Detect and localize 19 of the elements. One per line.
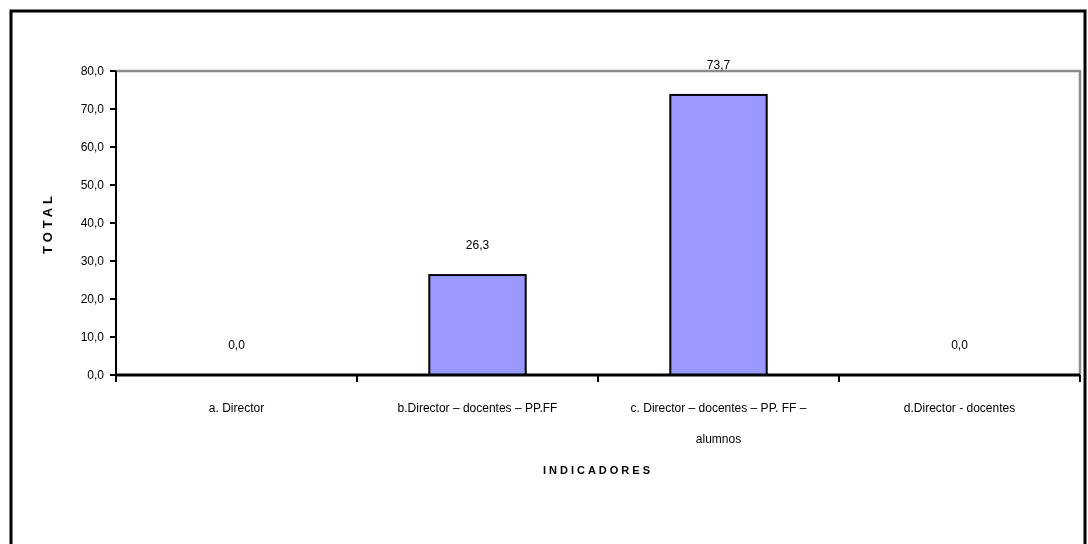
x-tick-label: b.Director – docentes – PP.FF: [397, 401, 558, 415]
y-tick-label: 50,0: [80, 178, 105, 193]
y-tick-label: 40,0: [80, 216, 105, 231]
y-tick-label: 0,0: [87, 368, 105, 383]
data-label: 73,7: [706, 58, 731, 73]
y-tick-label: 10,0: [80, 330, 105, 345]
x-tick-label: d.Director - docentes: [903, 401, 1016, 415]
y-tick-label: 30,0: [80, 254, 105, 269]
data-label: 0,0: [228, 338, 246, 353]
y-tick-label: 20,0: [80, 292, 105, 307]
y-tick-label: 80,0: [80, 64, 105, 79]
category-label: c. Director – docentes – PP. FF – alumnos: [630, 401, 807, 446]
y-axis-title: TOTAL: [40, 191, 55, 255]
data-label: 0,0: [951, 338, 969, 353]
data-label: 26,3: [465, 238, 490, 253]
y-tick-label: 60,0: [80, 140, 105, 155]
x-tick-label: a. Director: [208, 401, 265, 415]
x-axis-title: INDICADORES: [542, 464, 654, 476]
y-tick-label: 70,0: [80, 102, 105, 117]
